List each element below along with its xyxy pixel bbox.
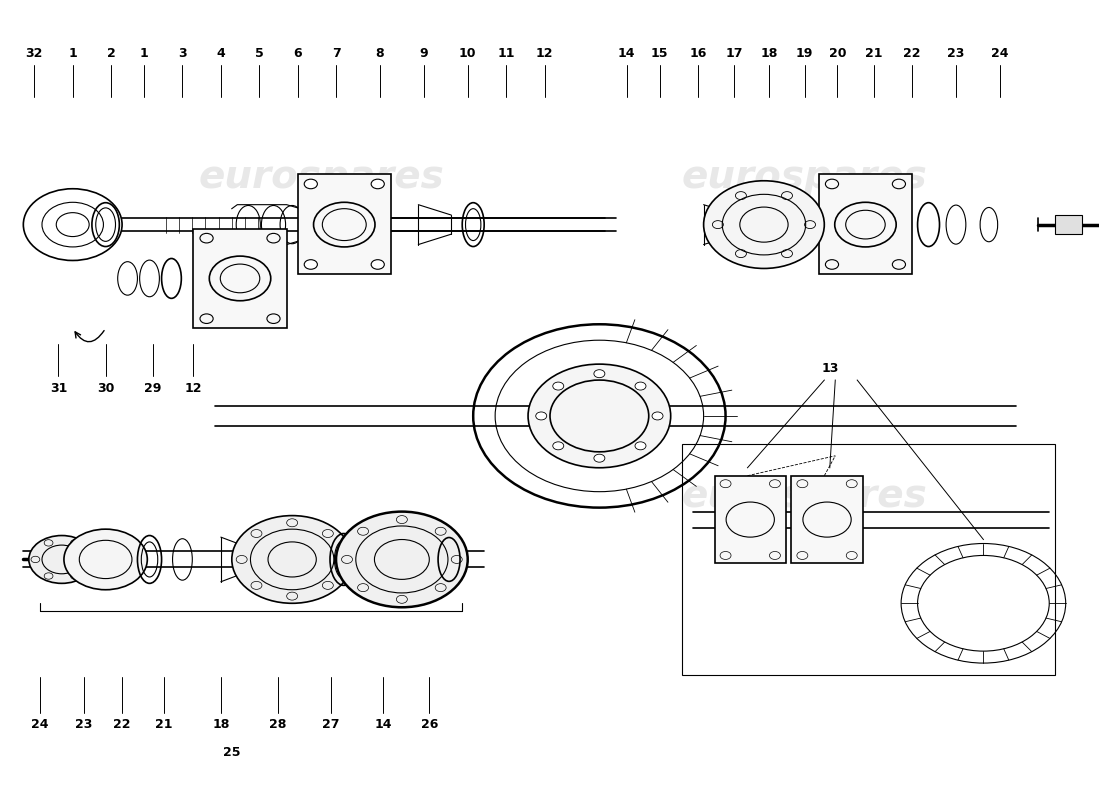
Circle shape <box>371 179 384 189</box>
Circle shape <box>652 412 663 420</box>
Text: 23: 23 <box>75 718 92 731</box>
Circle shape <box>536 412 547 420</box>
Text: 32: 32 <box>25 46 43 60</box>
Text: 8: 8 <box>375 46 384 60</box>
Text: 5: 5 <box>255 46 264 60</box>
Bar <box>818 174 912 274</box>
Text: 14: 14 <box>618 46 636 60</box>
Text: 2: 2 <box>107 46 116 60</box>
Text: 21: 21 <box>155 718 173 731</box>
Text: 18: 18 <box>212 718 230 731</box>
Text: 7: 7 <box>332 46 340 60</box>
Circle shape <box>594 370 605 378</box>
Circle shape <box>232 515 352 603</box>
Text: eurospares: eurospares <box>199 158 444 196</box>
Text: 17: 17 <box>726 46 744 60</box>
Text: 3: 3 <box>178 46 187 60</box>
Text: 15: 15 <box>651 46 669 60</box>
Bar <box>1055 215 1082 234</box>
Circle shape <box>336 512 468 607</box>
Circle shape <box>29 535 95 583</box>
Text: 1: 1 <box>68 46 77 60</box>
Circle shape <box>305 260 318 270</box>
Text: 26: 26 <box>420 718 438 731</box>
Text: 10: 10 <box>459 46 476 60</box>
Circle shape <box>553 442 563 450</box>
Text: 30: 30 <box>97 382 114 394</box>
Text: 6: 6 <box>294 46 302 60</box>
Circle shape <box>635 382 646 390</box>
Circle shape <box>528 364 671 468</box>
Circle shape <box>594 454 605 462</box>
Text: 28: 28 <box>270 718 287 731</box>
Text: 31: 31 <box>50 382 67 394</box>
Text: 24: 24 <box>991 46 1009 60</box>
Bar <box>715 476 785 563</box>
Circle shape <box>704 181 824 269</box>
Text: 4: 4 <box>217 46 226 60</box>
Text: eurospares: eurospares <box>682 158 927 196</box>
Circle shape <box>305 179 318 189</box>
Text: 9: 9 <box>419 46 428 60</box>
Text: 21: 21 <box>865 46 882 60</box>
Text: 24: 24 <box>31 718 48 731</box>
Text: 22: 22 <box>903 46 921 60</box>
Bar <box>791 476 862 563</box>
Text: 1: 1 <box>140 46 148 60</box>
Text: 11: 11 <box>497 46 515 60</box>
Text: 20: 20 <box>828 46 846 60</box>
Text: 13: 13 <box>821 362 838 374</box>
Circle shape <box>553 382 563 390</box>
Text: 25: 25 <box>223 746 241 759</box>
Circle shape <box>635 442 646 450</box>
Circle shape <box>64 529 147 590</box>
Text: 27: 27 <box>322 718 339 731</box>
Text: 29: 29 <box>144 382 162 394</box>
Text: 22: 22 <box>113 718 131 731</box>
Text: 12: 12 <box>536 46 553 60</box>
Text: 16: 16 <box>690 46 707 60</box>
Text: 18: 18 <box>761 46 778 60</box>
Bar <box>682 444 1055 675</box>
Text: 19: 19 <box>796 46 813 60</box>
Bar <box>194 229 287 328</box>
Text: 12: 12 <box>185 382 202 394</box>
Text: 23: 23 <box>947 46 965 60</box>
Text: eurospares: eurospares <box>682 477 927 514</box>
Bar <box>298 174 390 274</box>
Text: 14: 14 <box>374 718 392 731</box>
Circle shape <box>371 260 384 270</box>
